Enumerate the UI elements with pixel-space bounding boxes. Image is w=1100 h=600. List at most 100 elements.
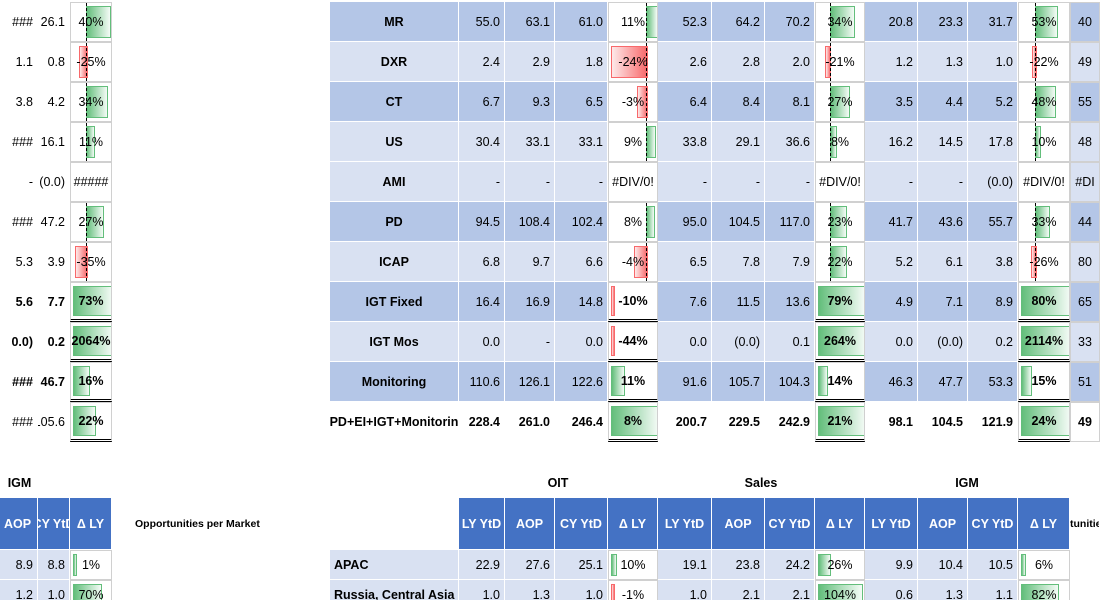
- cell-text: 1%: [81, 558, 101, 572]
- cell-text: 4.2: [47, 94, 65, 109]
- cell-text: -44%: [618, 334, 648, 348]
- cell-text: MR: [384, 14, 404, 29]
- value-cell: 246.4: [555, 402, 608, 442]
- value-cell: 47.2: [38, 202, 70, 242]
- cell-text: 7.7: [47, 294, 65, 309]
- value-cell: 7.8: [712, 242, 765, 282]
- cell-text: 8.9: [15, 557, 33, 572]
- cell-text: 55.7: [988, 214, 1013, 229]
- cell-text: 61.0: [578, 14, 603, 29]
- data-bar: [611, 286, 615, 316]
- value-cell: 98.1: [865, 402, 918, 442]
- value-cell: 14.8: [555, 282, 608, 322]
- cell-text: 2.8: [742, 54, 760, 69]
- data-bar: [611, 406, 657, 436]
- value-cell: 6.5: [658, 242, 712, 282]
- value-cell: -: [918, 162, 968, 202]
- delta-cell: -10%: [608, 282, 658, 322]
- value-cell: ###: [0, 2, 38, 42]
- value-cell: 61.0: [555, 2, 608, 42]
- cell-text: 105.6: [38, 414, 65, 429]
- value-cell: 5.2: [968, 82, 1018, 122]
- cell-text: 1.3: [532, 587, 550, 600]
- value-cell: -: [459, 162, 505, 202]
- cell-text: 55.0: [475, 14, 500, 29]
- cell-text: 228.4: [468, 414, 500, 429]
- cell-text: 1.3: [945, 54, 963, 69]
- value-cell: 110.6: [459, 362, 505, 402]
- cell-text: 3.5: [895, 94, 913, 109]
- value-cell: -: [865, 162, 918, 202]
- data-bar: [818, 326, 864, 356]
- cell-text: 8.4: [742, 94, 760, 109]
- bar-axis: [829, 243, 831, 281]
- cell-text: 40%: [78, 15, 104, 29]
- value-cell: 3.8: [968, 242, 1018, 282]
- delta-cell: 10%: [608, 550, 658, 580]
- cell-text: -: [958, 174, 963, 189]
- value-cell: 102.4: [555, 202, 608, 242]
- cell-text: 34%: [78, 95, 104, 109]
- cell-text: DXR: [380, 54, 408, 69]
- cell-text: 10.4: [938, 557, 963, 572]
- cell-text: IGT Fixed: [365, 294, 423, 309]
- cell-text: PD+EI+IGT+Monitorin: [330, 414, 459, 429]
- delta-cell: -1%: [608, 580, 658, 600]
- group-title: OIT: [459, 468, 658, 498]
- value-cell: (0.0): [918, 322, 968, 362]
- cell-text: 122.6: [571, 374, 603, 389]
- bar-axis: [86, 203, 88, 241]
- cell-text: 15%: [1031, 374, 1057, 388]
- value-cell: 6.5: [555, 82, 608, 122]
- cell-text: Δ LY: [76, 516, 105, 531]
- cell-text: 63.1: [525, 14, 550, 29]
- cell-text: 25.1: [578, 557, 603, 572]
- cell-text: 46.3: [888, 374, 913, 389]
- cell-text: 6%: [1034, 558, 1054, 572]
- data-bar: [611, 554, 618, 576]
- column-header: CY YtD: [765, 498, 815, 550]
- cell-text: 95.0: [682, 214, 707, 229]
- cell-text: (0.0): [937, 334, 963, 349]
- bar-axis: [645, 123, 647, 161]
- cell-text: 1.3: [945, 587, 963, 600]
- cell-text: 40: [1078, 15, 1092, 29]
- data-bar: [73, 584, 102, 600]
- value-cell: -: [555, 162, 608, 202]
- cell-text: 14.8: [578, 294, 603, 309]
- cell-text: 98.1: [888, 414, 913, 429]
- value-cell: 16.4: [459, 282, 505, 322]
- value-cell: 14.5: [918, 122, 968, 162]
- value-cell: 0.2: [968, 322, 1018, 362]
- data-bar: [1021, 366, 1032, 396]
- cell-text: 7.1: [945, 294, 963, 309]
- cell-text: -21%: [825, 55, 855, 69]
- delta-cell: 8%: [815, 122, 865, 162]
- cell-text: -35%: [76, 255, 106, 269]
- value-cell: 55.0: [459, 2, 505, 42]
- value-cell: 44: [1070, 202, 1100, 242]
- cell-text: 10%: [620, 558, 646, 572]
- cell-text: 44: [1078, 215, 1092, 229]
- cell-text: #####: [73, 175, 109, 189]
- cell-text: 47.2: [40, 214, 65, 229]
- cell-text: 246.4: [571, 414, 603, 429]
- cell-text: 5.2: [995, 94, 1013, 109]
- data-bar: [636, 86, 648, 118]
- value-cell: 0.0: [658, 322, 712, 362]
- cell-text: -: [495, 174, 500, 189]
- cell-text: tunitie: [1070, 517, 1100, 530]
- cell-text: 10.5: [988, 557, 1013, 572]
- cell-text: 70.2: [785, 14, 810, 29]
- cell-text: 6.7: [482, 94, 500, 109]
- bar-axis: [86, 123, 88, 161]
- value-cell: 55: [1070, 82, 1100, 122]
- cell-text: 8.1: [792, 94, 810, 109]
- value-cell: 17.8: [968, 122, 1018, 162]
- cell-text: 33.1: [525, 134, 550, 149]
- bar-axis: [829, 83, 831, 121]
- value-cell: 52.3: [658, 2, 712, 42]
- cell-text: 33: [1078, 335, 1092, 349]
- value-cell: 6.1: [918, 242, 968, 282]
- cell-text: 4.4: [945, 94, 963, 109]
